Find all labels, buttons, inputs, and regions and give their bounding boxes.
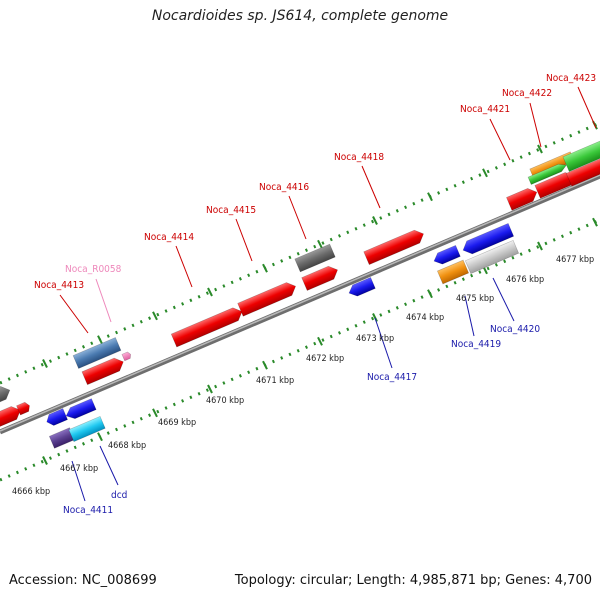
gene-feature[interactable] xyxy=(44,408,68,428)
gene-label[interactable]: Noca_4413 xyxy=(34,280,84,291)
scale-label: 4677 kbp xyxy=(556,255,594,265)
label-leader xyxy=(288,195,307,240)
gene-feature[interactable] xyxy=(0,404,23,433)
gene-feature[interactable] xyxy=(506,186,539,211)
label-leader xyxy=(71,460,86,502)
major-tick xyxy=(372,216,378,225)
accession-text: Accession: NC_008699 xyxy=(9,573,157,588)
label-leader xyxy=(175,245,193,288)
gene-label[interactable]: Noca_4416 xyxy=(259,182,309,193)
scale-label: 4669 kbp xyxy=(158,418,196,428)
gene-feature[interactable] xyxy=(432,244,461,266)
label-leader xyxy=(464,295,475,337)
label-leader xyxy=(489,118,511,161)
major-tick xyxy=(152,408,158,418)
gene-feature[interactable] xyxy=(562,136,600,172)
gene-labels: Noca_4413 Noca_R0058 Noca_4414 Noca_4415 Noc… xyxy=(34,73,596,516)
scale-label: 4672 kbp xyxy=(306,354,344,364)
gene-features[interactable] xyxy=(0,136,600,449)
gene-label[interactable]: Noca_4414 xyxy=(144,232,194,243)
gene-feature[interactable] xyxy=(0,384,13,409)
scale-label: 4675 kbp xyxy=(456,294,494,304)
gene-label[interactable]: Noca_4415 xyxy=(206,205,256,216)
major-tick xyxy=(427,192,433,202)
gene-feature[interactable] xyxy=(16,401,32,416)
gene-feature[interactable] xyxy=(301,263,341,291)
genome-backbone xyxy=(0,173,600,435)
gene-feature[interactable] xyxy=(72,337,122,369)
major-tick xyxy=(97,432,103,442)
gene-feature[interactable] xyxy=(460,222,515,256)
major-tick xyxy=(262,360,268,370)
major-tick xyxy=(42,359,48,368)
label-leaders xyxy=(59,86,597,502)
gene-feature[interactable] xyxy=(527,161,568,185)
gene-label[interactable]: Noca_4411 xyxy=(63,505,113,516)
label-leader xyxy=(492,277,515,322)
scale-label: 4668 kbp xyxy=(108,441,146,451)
gene-label[interactable]: Noca_4420 xyxy=(490,324,540,335)
label-leader xyxy=(99,445,119,486)
major-tick xyxy=(152,311,158,321)
major-tick xyxy=(537,144,543,154)
major-tick xyxy=(372,313,378,322)
gene-feature[interactable] xyxy=(64,398,97,422)
scale-label: 4676 kbp xyxy=(506,275,544,285)
gene-feature[interactable] xyxy=(68,415,106,443)
gene-feature[interactable] xyxy=(436,259,470,285)
scale-label: 4673 kbp xyxy=(356,334,394,344)
scale-label: 4666 kbp xyxy=(12,487,50,497)
label-leader xyxy=(374,317,393,369)
label-leader xyxy=(361,165,381,209)
gene-feature[interactable] xyxy=(81,355,126,386)
scale-label: 4667 kbp xyxy=(60,464,98,474)
major-tick xyxy=(97,335,103,345)
gene-feature[interactable] xyxy=(363,227,427,265)
gene-feature[interactable] xyxy=(565,154,600,187)
scale-label: 4674 kbp xyxy=(406,313,444,323)
gene-label[interactable]: Noca_4419 xyxy=(451,339,501,350)
genome-summary-text: Topology: circular; Length: 4,985,871 bp… xyxy=(234,573,592,588)
scale-label: 4670 kbp xyxy=(206,396,244,406)
gene-feature[interactable] xyxy=(347,276,376,298)
gene-feature[interactable] xyxy=(294,243,336,273)
label-leader xyxy=(529,102,542,148)
label-leader xyxy=(95,278,112,323)
major-tick xyxy=(482,168,488,178)
major-tick xyxy=(427,289,433,299)
gene-label[interactable]: Noca_4422 xyxy=(502,88,552,99)
gene-feature[interactable] xyxy=(464,239,520,275)
gene-label[interactable]: Noca_4417 xyxy=(367,372,417,383)
major-tick xyxy=(592,217,598,227)
gene-label[interactable]: Noca_4423 xyxy=(546,73,596,84)
gene-label[interactable]: Noca_R0058 xyxy=(65,264,122,275)
genome-backbone-highlight xyxy=(0,174,600,432)
major-tick xyxy=(42,456,48,465)
scale-labels: 4666 kbp 4667 kbp 4668 kbp 4669 kbp 4670 kbp… xyxy=(12,255,594,497)
map-title: Nocardioides sp. JS614, complete genome xyxy=(151,8,449,24)
gene-feature[interactable] xyxy=(121,351,132,362)
gene-label[interactable]: Noca_4421 xyxy=(460,104,510,115)
gene-feature[interactable] xyxy=(237,280,299,317)
label-leader xyxy=(59,294,89,334)
major-tick xyxy=(317,336,323,346)
gene-label[interactable]: dcd xyxy=(111,490,127,501)
gene-label[interactable]: Noca_4418 xyxy=(334,152,384,163)
major-tick xyxy=(207,384,213,394)
major-tick xyxy=(537,241,543,251)
label-leader xyxy=(577,86,597,129)
major-tick xyxy=(317,239,323,249)
gene-feature[interactable] xyxy=(170,305,245,348)
major-tick xyxy=(262,263,268,273)
scale-label: 4671 kbp xyxy=(256,376,294,386)
major-tick xyxy=(207,287,213,297)
label-leader xyxy=(235,218,253,262)
